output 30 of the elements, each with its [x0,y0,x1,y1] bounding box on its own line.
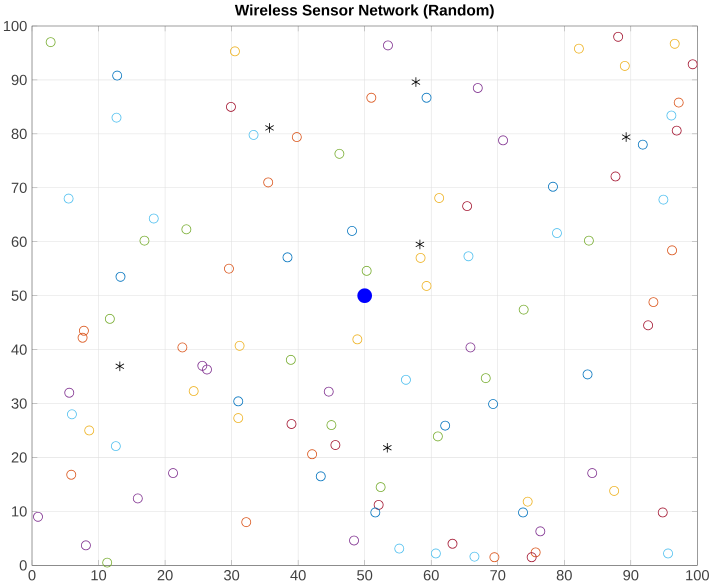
x-tick-label: 40 [290,570,306,580]
x-tick-label: 90 [623,570,638,580]
x-tick-label: 20 [158,570,173,580]
point [357,288,372,303]
y-tick-label: 60 [12,236,27,247]
point [411,76,420,88]
y-tick-label: 10 [12,506,27,517]
point [264,122,274,134]
y-tick-label: 80 [12,128,27,140]
point [415,239,424,250]
y-tick-label: 30 [12,398,27,409]
y-tick-label: 20 [12,452,27,463]
y-tick-label: 0 [20,560,27,571]
y-tick-label: 100 [4,20,27,32]
point [115,361,124,372]
x-tick-label: 80 [556,570,572,580]
x-tick-label: 50 [357,570,372,580]
y-tick-label: 40 [11,344,27,355]
y-tick-label: 50 [12,290,27,301]
x-tick-label: 30 [224,570,240,580]
x-tick-label: 70 [490,570,506,580]
chart-title: Wireless Sensor Network (Random) [234,4,494,19]
x-tick-label: 10 [91,570,106,580]
y-tick-label: 70 [12,182,27,193]
y-tick-label: 90 [12,74,27,86]
point [622,132,631,142]
x-tick-label: 60 [424,570,439,580]
point [382,442,392,453]
x-tick-label: 0 [28,570,36,580]
x-tick-label: 100 [686,570,709,580]
